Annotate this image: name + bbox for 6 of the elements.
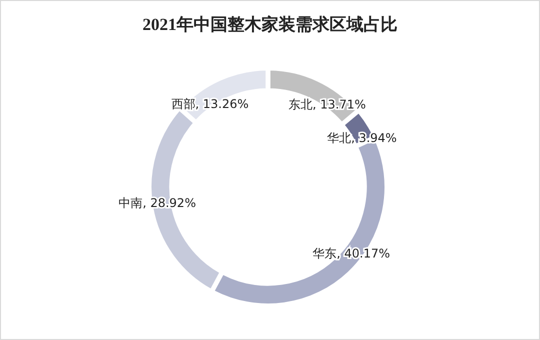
- donut-slice: [150, 110, 220, 290]
- slice-label: 西部, 13.26%: [171, 96, 249, 111]
- slice-label: 东北, 13.71%: [288, 97, 366, 112]
- slice-label: 中南, 28.92%: [118, 196, 196, 210]
- slice-label: 华东, 40.17%: [312, 246, 390, 261]
- chart-title: 2021年中国整木家装需求区域占比: [142, 15, 398, 34]
